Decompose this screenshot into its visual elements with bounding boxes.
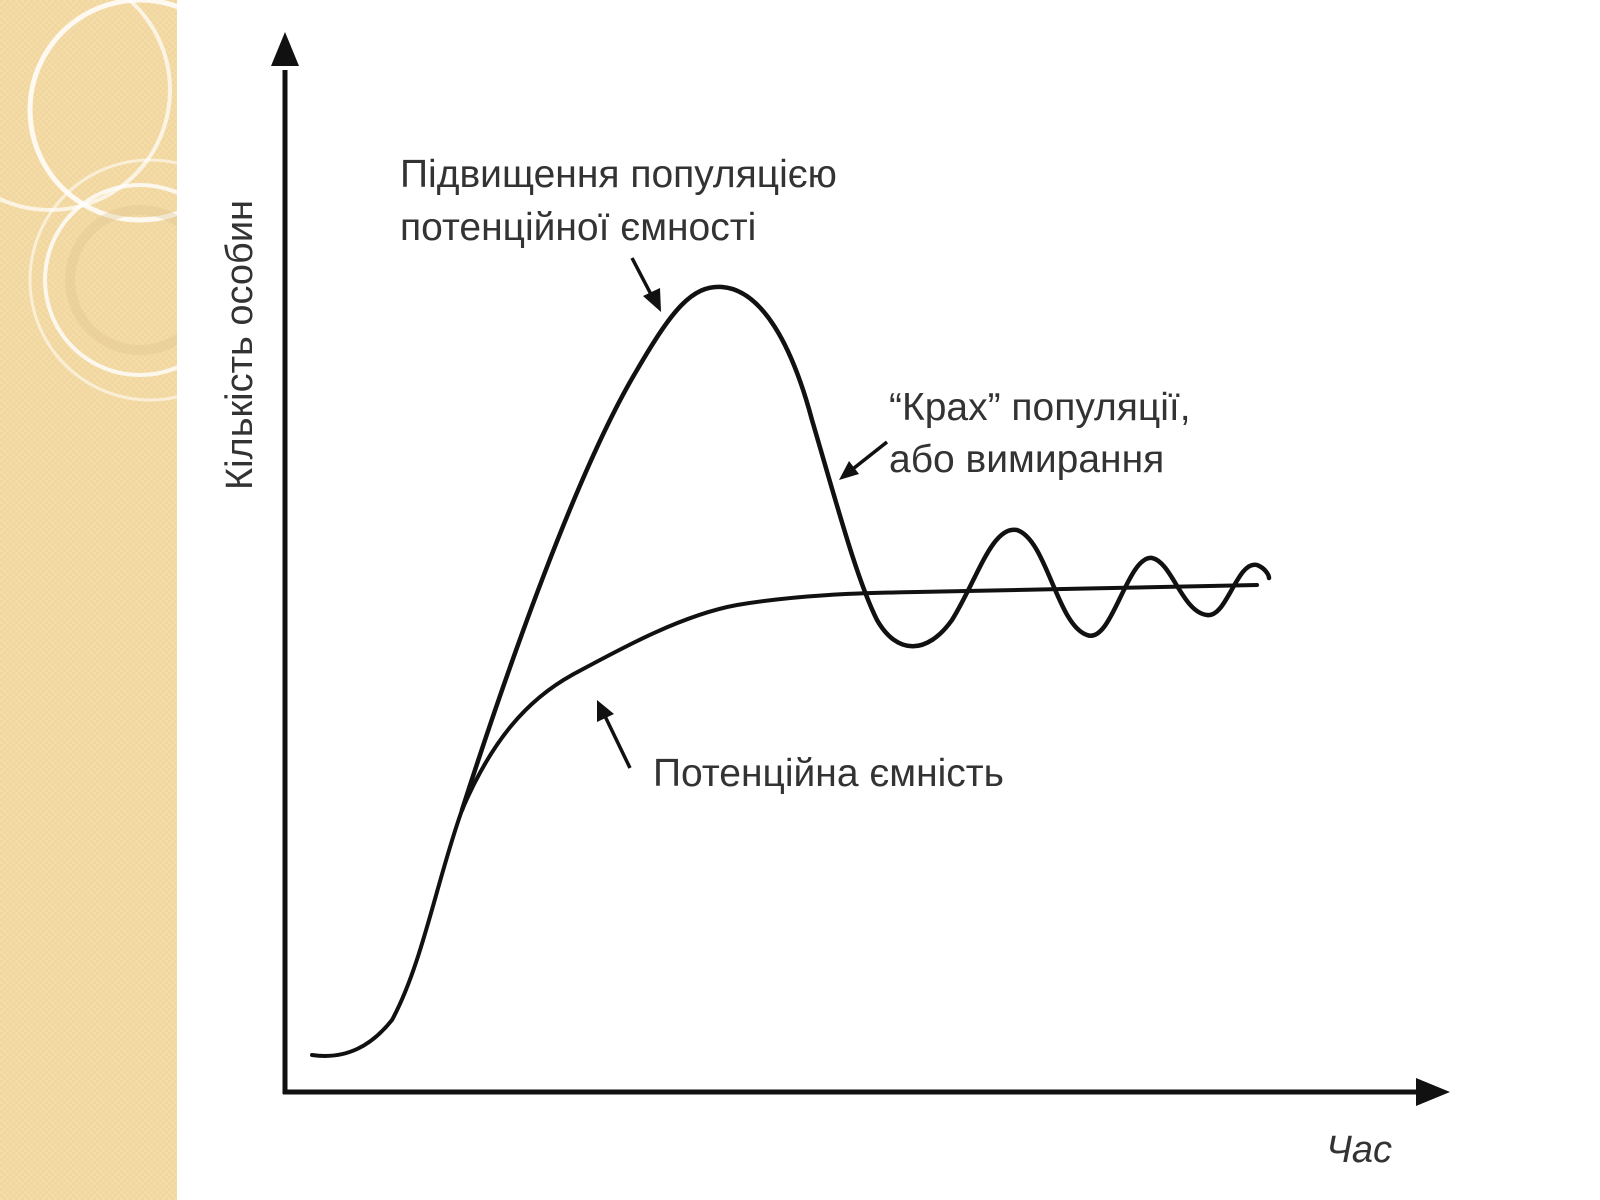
x-axis-arrow	[1416, 1078, 1450, 1106]
decor-ring-3	[43, 183, 177, 377]
peak-pointer-arrowhead	[643, 288, 661, 312]
crash-pointer-arrow	[847, 440, 889, 474]
crash-annotation-line1: “Крах” популяції,	[889, 386, 1191, 429]
decorative-side-band	[0, 0, 177, 1200]
y-axis-label: Кількість особин	[219, 200, 261, 490]
capacity-annotation: Потенційна ємність	[653, 752, 1004, 795]
capacity-pointer-arrow	[601, 711, 632, 769]
decor-ring-4	[65, 205, 177, 355]
capacity-pointer-arrowhead	[597, 700, 614, 722]
decor-ring-2	[0, 0, 172, 212]
slide-content: Кількість особин Час Підвищення популяці…	[177, 0, 1600, 1200]
side-band-fill	[0, 0, 177, 1200]
population-diagram: Кількість особин Час Підвищення популяці…	[219, 32, 1450, 1171]
side-band-art	[0, 0, 177, 1200]
x-axis-label: Час	[1326, 1129, 1392, 1171]
crash-annotation-line2: або вимирання	[889, 438, 1164, 481]
capacity-curve	[310, 583, 1259, 1058]
peak-annotation-line2: потенційної ємності	[400, 206, 756, 249]
population-curve	[459, 284, 1272, 813]
decor-ring-1	[27, 0, 177, 223]
y-axis-arrow	[271, 32, 299, 66]
crash-pointer-arrowhead	[839, 461, 859, 480]
peak-annotation-line1: Підвищення популяцією	[400, 153, 837, 196]
decor-ring-5	[28, 158, 177, 402]
